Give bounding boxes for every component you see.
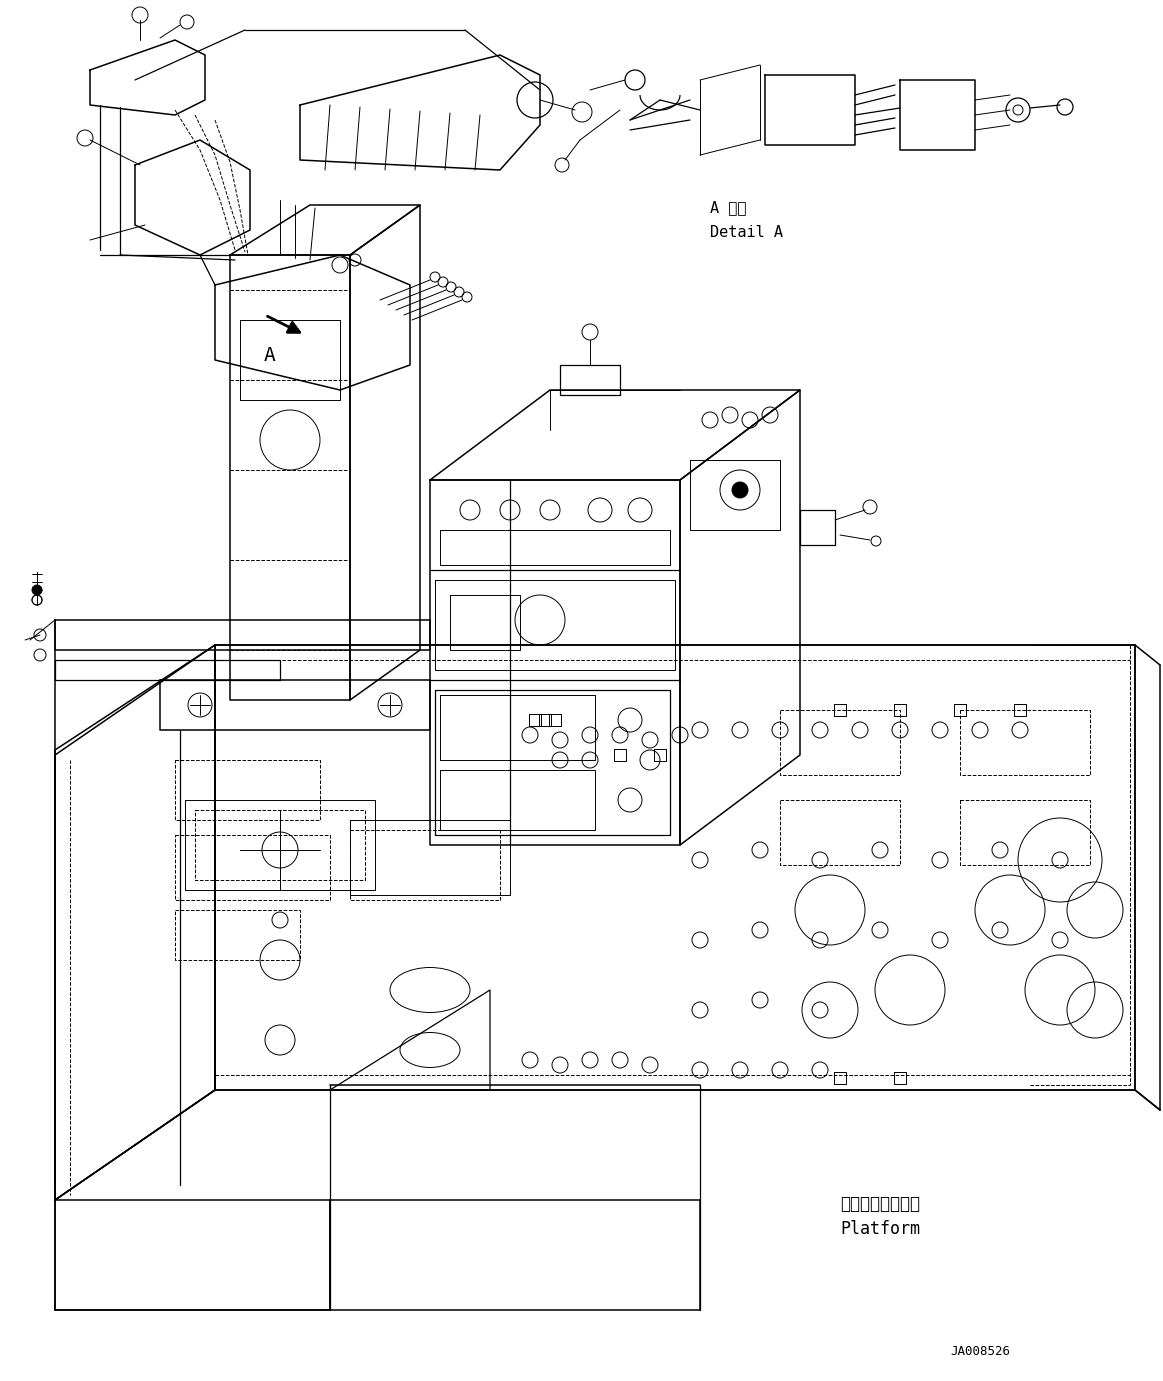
Text: JA008526: JA008526 <box>950 1345 1009 1358</box>
Text: A 詳細: A 詳細 <box>709 200 747 215</box>
Circle shape <box>732 482 748 499</box>
Text: Platform: Platform <box>840 1219 920 1237</box>
Text: A: A <box>264 345 276 365</box>
Circle shape <box>33 586 42 595</box>
Text: プラットフォーム: プラットフォーム <box>840 1195 920 1213</box>
Text: Detail A: Detail A <box>709 225 783 240</box>
